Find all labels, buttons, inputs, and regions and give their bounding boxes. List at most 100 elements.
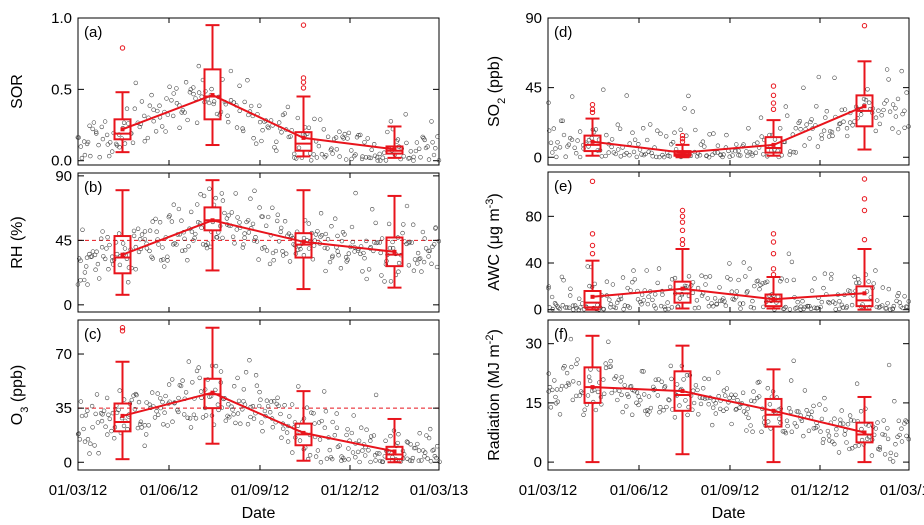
scatter-point: [723, 393, 728, 398]
scatter-point: [225, 113, 230, 118]
scatter-point: [713, 411, 718, 416]
scatter-point: [809, 409, 814, 414]
scatter-point: [759, 134, 764, 139]
scatter-point: [409, 240, 414, 245]
scatter-point: [205, 241, 211, 246]
box-body: [203, 68, 222, 121]
scatter-point: [83, 413, 89, 418]
scatter-point: [113, 141, 119, 147]
outlier-point: [861, 176, 868, 182]
scatter-point: [595, 389, 601, 395]
mean-marker: [590, 385, 595, 390]
scatter-point: [702, 376, 707, 381]
mean-marker: [120, 413, 125, 418]
y-tick-label: 80: [525, 208, 542, 225]
scatter-point: [87, 123, 92, 128]
scatter-point: [91, 120, 97, 125]
scatter-point: [156, 242, 161, 247]
scatter-point: [396, 269, 401, 274]
scatter-point: [360, 154, 365, 159]
scatter-point: [733, 392, 738, 398]
scatter-point: [578, 305, 583, 310]
scatter-point: [133, 391, 138, 397]
scatter-point: [711, 131, 716, 136]
scatter-points: [75, 63, 442, 163]
scatter-point: [306, 221, 311, 226]
box-1: [113, 45, 132, 154]
outlier-point: [589, 106, 596, 112]
outlier-point: [861, 196, 868, 202]
scatter-point: [850, 446, 855, 451]
scatter-point: [821, 436, 826, 442]
scatter-point: [844, 304, 850, 309]
scatter-point: [634, 390, 640, 395]
scatter-point: [374, 155, 380, 160]
scatter-point: [309, 158, 314, 163]
scatter-point: [342, 457, 347, 463]
scatter-point: [177, 125, 182, 130]
scatter-point: [304, 405, 310, 410]
scatter-point: [741, 260, 746, 265]
scatter-point: [287, 259, 293, 264]
scatter-point: [105, 142, 110, 147]
scatter-point: [90, 425, 95, 430]
scatter-point: [359, 425, 364, 430]
scatter-point: [891, 303, 896, 309]
scatter-point: [839, 107, 844, 113]
scatter-point: [150, 219, 155, 224]
scatter-point: [578, 389, 584, 394]
scatter-point: [180, 248, 185, 253]
scatter-point: [99, 236, 104, 241]
scatter-point: [847, 413, 853, 418]
scatter-point: [408, 442, 413, 447]
scatter-point: [228, 68, 234, 74]
scatter-point: [642, 392, 647, 397]
scatter-point: [117, 388, 122, 393]
scatter-point: [657, 410, 662, 415]
x-axis-right: 01/03/12 01/06/12 01/09/12 01/12/12 01/03/13…: [519, 482, 924, 522]
scatter-point: [627, 153, 632, 158]
scatter-point: [845, 133, 850, 139]
scatter-point: [416, 458, 421, 463]
scatter-point: [890, 126, 895, 131]
scatter-point: [313, 454, 319, 459]
scatter-point: [257, 403, 262, 409]
scatter-point: [335, 249, 340, 254]
scatter-point: [593, 407, 599, 413]
scatter-point: [752, 399, 757, 404]
scatter-point: [899, 68, 904, 74]
scatter-point: [129, 397, 134, 403]
scatter-point: [161, 257, 166, 262]
scatter-point: [857, 280, 862, 285]
y-tick-label: 30: [525, 336, 542, 353]
scatter-point: [863, 97, 869, 103]
scatter-point: [78, 399, 84, 404]
plot-frame: [77, 17, 440, 166]
scatter-point: [604, 132, 609, 138]
scatter-point: [806, 428, 812, 433]
scatter-point: [641, 369, 646, 374]
scatter-point: [95, 420, 101, 425]
scatter-point: [281, 426, 286, 431]
x-axis-title: Date: [712, 505, 746, 522]
scatter-point: [586, 137, 592, 143]
scatter-point: [379, 236, 385, 241]
scatter-point: [791, 358, 796, 363]
y-tick-label: 45: [55, 232, 72, 249]
x-axis-title: Date: [242, 505, 276, 522]
scatter-point: [630, 280, 635, 285]
scatter-point: [734, 406, 739, 412]
scatter-point: [886, 286, 891, 292]
scatter-point: [395, 137, 401, 142]
x-tick-label: 01/09/12: [701, 482, 759, 499]
scatter-point: [558, 118, 564, 123]
scatter-point: [896, 291, 901, 296]
mean-line: [592, 287, 865, 301]
panel-f: 0 15 30 (f) Radiation (MJ m-2): [484, 319, 911, 471]
scatter-point: [684, 373, 690, 378]
scatter-point: [377, 451, 382, 456]
scatter-point: [96, 142, 101, 148]
scatter-point: [608, 358, 613, 364]
scatter-point: [214, 235, 220, 240]
scatter-point: [617, 388, 622, 394]
